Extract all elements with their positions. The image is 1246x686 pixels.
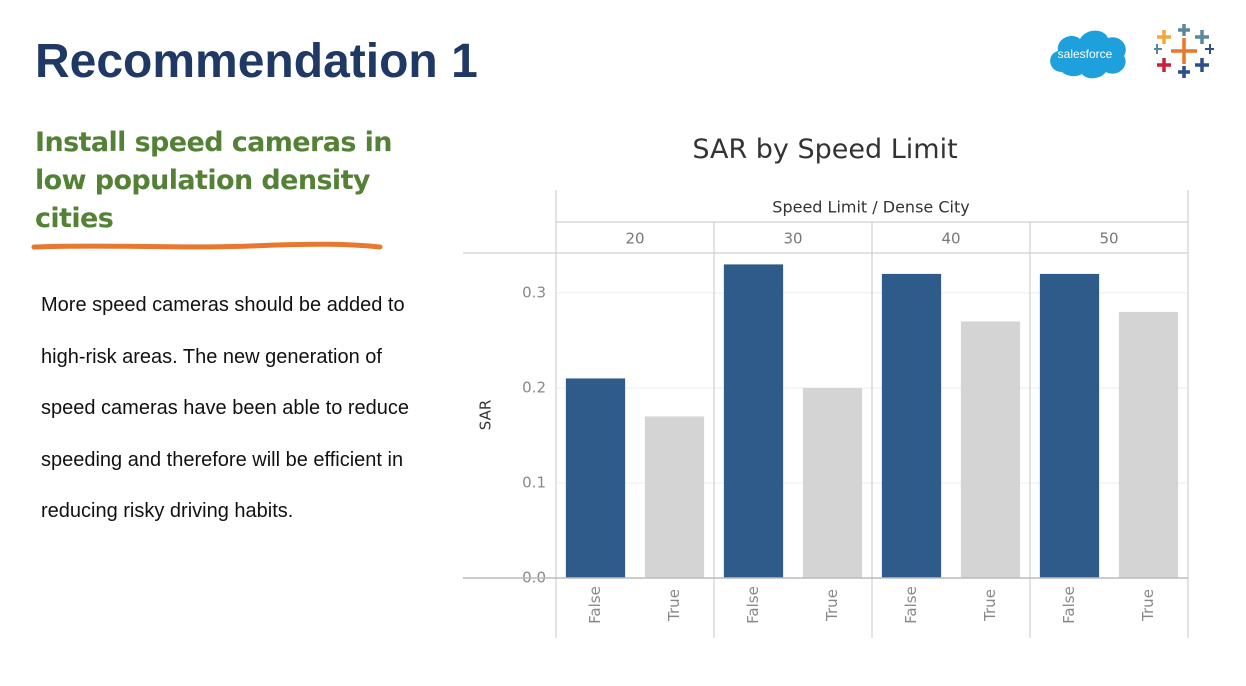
bar: [802, 387, 863, 578]
y-tick-label: 0.1: [522, 473, 546, 491]
underline: [31, 241, 383, 250]
group-label: 20: [625, 230, 644, 248]
logo-text: salesforce: [1058, 47, 1113, 61]
x-tick-label: True: [1139, 589, 1157, 622]
x-tick-label: False: [744, 586, 762, 624]
bar: [960, 321, 1021, 578]
x-tick-label: True: [665, 589, 683, 622]
bar: [565, 378, 626, 578]
x-tick-label: False: [586, 586, 604, 624]
x-tick-label: False: [1060, 586, 1078, 624]
y-tick-label: 0.2: [522, 378, 546, 396]
chart-title: SAR by Speed Limit: [692, 134, 957, 165]
tableau-logo: [1154, 24, 1214, 78]
y-axis-label: SAR: [477, 400, 495, 430]
x-tick-label: False: [902, 586, 920, 624]
group-label: 40: [941, 230, 960, 248]
bar: [881, 273, 942, 578]
group-axis-label: Speed Limit / Dense City: [772, 198, 969, 217]
group-label: 30: [783, 230, 802, 248]
bar: [1118, 311, 1179, 578]
slide-subtitle: Install speed cameras in low population …: [35, 127, 392, 234]
group-label: 50: [1099, 230, 1118, 248]
slide-body: More speed cameras should be added to hi…: [41, 294, 410, 522]
x-tick-label: True: [823, 589, 841, 622]
slide-title: Recommendation 1: [35, 35, 478, 88]
bar: [644, 416, 705, 578]
y-tick-label: 0.0: [522, 569, 546, 587]
salesforce-logo: salesforce: [1050, 30, 1126, 79]
bar: [723, 264, 784, 578]
x-tick-label: True: [981, 589, 999, 622]
y-tick-label: 0.3: [522, 283, 546, 301]
bar: [1039, 273, 1100, 578]
